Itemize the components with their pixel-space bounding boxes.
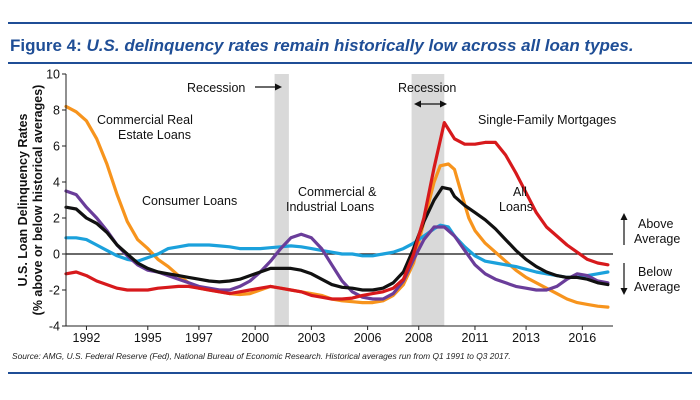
label-ci-line2: Industrial Loans	[286, 200, 374, 214]
recession-arrow-2-right-head	[440, 100, 447, 108]
x-tick-label: 2013	[512, 331, 540, 345]
series-line-2	[64, 223, 610, 279]
above-average-marker: Above Average	[620, 213, 680, 246]
above-arrow-head	[620, 213, 628, 220]
y-axis-label-line1: U.S. Loan Delinquency Rates	[16, 113, 30, 286]
recession-bands	[274, 74, 445, 326]
recession-arrow-1-head	[275, 83, 282, 91]
below-average-marker: Below Average	[620, 263, 680, 295]
bottom-rule	[8, 372, 692, 374]
recession-label-2-text: Recession	[398, 81, 456, 95]
x-tick-label: 1995	[134, 331, 162, 345]
label-cre-line1: Commercial Real	[97, 113, 193, 127]
label-consumer: Consumer Loans	[142, 194, 237, 208]
y-ticks: -4 -2 0 2 4 6 8 10	[46, 68, 66, 334]
y-tick-label: 4	[53, 176, 60, 190]
x-tick-label: 2000	[241, 331, 269, 345]
series-line-4	[64, 185, 610, 292]
series-lines	[64, 104, 610, 309]
x-tick-label: 1992	[73, 331, 101, 345]
recession-label-1-text: Recession	[187, 81, 245, 95]
figure-headline: U.S. delinquency rates remain historical…	[86, 36, 634, 55]
recession-label-2: Recession	[398, 81, 456, 108]
recession-arrow-2-left-head	[414, 100, 421, 108]
y-tick-label: 8	[53, 104, 60, 118]
x-tick-label: 2008	[405, 331, 433, 345]
above-average-line1: Above	[638, 217, 673, 231]
x-tick-label: 2011	[462, 331, 489, 345]
label-mortgages: Single-Family Mortgages	[478, 113, 616, 127]
x-tick-label: 2003	[297, 331, 325, 345]
x-ticks: 1992 1995 1997 2000 2003 2006 2008 2011 2013 2016	[73, 326, 596, 345]
series-line-5	[64, 121, 610, 301]
below-average-line1: Below	[638, 265, 673, 279]
y-axis-label-line2: (% above or below historical averages)	[31, 85, 45, 316]
series-line-1	[64, 104, 610, 309]
recession-label-1: Recession	[187, 81, 282, 95]
y-tick-label: 2	[53, 212, 60, 226]
above-average-line2: Average	[634, 232, 680, 246]
x-tick-label: 1997	[185, 331, 213, 345]
figure-number: Figure 4:	[10, 36, 82, 55]
label-all-line1: All	[513, 185, 527, 199]
y-tick-label: 10	[46, 68, 60, 82]
label-cre-line2: Estate Loans	[118, 128, 191, 142]
below-average-line2: Average	[634, 280, 680, 294]
y-tick-label: -4	[49, 320, 60, 334]
below-arrow-head	[620, 288, 628, 295]
label-ci-line1: Commercial &	[298, 185, 377, 199]
top-rule	[8, 22, 692, 24]
source-note: Source: AMG, U.S. Federal Reserve (Fed),…	[12, 351, 511, 361]
figure-title: Figure 4: U.S. delinquency rates remain …	[10, 36, 634, 56]
label-all-line2: Loans	[499, 200, 533, 214]
x-tick-label: 2006	[354, 331, 382, 345]
x-tick-label: 2016	[568, 331, 596, 345]
title-rule	[8, 62, 692, 64]
y-tick-label: 6	[53, 140, 60, 154]
y-tick-label: -2	[49, 284, 60, 298]
y-tick-label: 0	[53, 248, 60, 262]
recession-band-1	[274, 74, 289, 326]
